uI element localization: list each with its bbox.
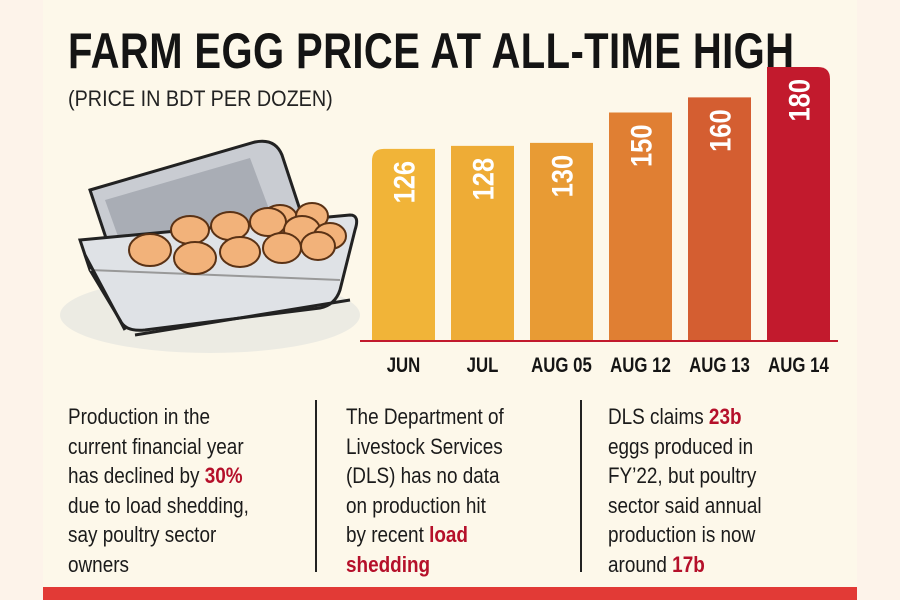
note-text: owners <box>68 551 129 577</box>
bar-value-label: 128 <box>467 158 500 201</box>
note-line: FY’22, but poultry <box>608 461 762 491</box>
note-text: DLS claims <box>608 404 709 429</box>
note-line: around 17b <box>608 550 762 580</box>
note-text: around <box>608 551 673 577</box>
note-text: has declined by <box>68 463 205 488</box>
x-tick-label: AUG 05 <box>531 354 592 377</box>
note-line: current financial year <box>68 432 249 462</box>
note-line: due to load shedding, <box>68 491 249 521</box>
note-line: sector said annual <box>608 491 762 521</box>
bar-aug-12 <box>609 112 672 340</box>
note-text: The Department of <box>346 404 504 429</box>
bar-aug-14 <box>767 67 830 340</box>
highlight-text: load <box>429 522 468 547</box>
note-text: FY’22, but poultry <box>608 463 757 488</box>
note-dls-no-data: The Department of Livestock Services (DLS)… <box>346 402 504 579</box>
note-line: production is now <box>608 520 762 550</box>
note-text: due to load shedding, <box>68 492 249 518</box>
note-line: say poultry sector <box>68 520 249 550</box>
footer-bar <box>43 587 857 600</box>
highlight-text: 17b <box>672 551 705 577</box>
page-subtitle: (PRICE IN BDT PER DOZEN) <box>68 86 333 111</box>
note-line: Production in the <box>68 402 249 432</box>
x-tick-label: JUN <box>387 354 421 377</box>
x-tick-label: JUL <box>467 354 499 377</box>
note-line: by recent load <box>346 520 504 550</box>
note-text: sector said annual <box>608 492 762 518</box>
note-text: (DLS) has no data <box>346 463 500 488</box>
page-title: FARM EGG PRICE AT ALL-TIME HIGH <box>68 23 795 79</box>
note-line: has declined by 30% <box>68 461 249 491</box>
x-tick-label: AUG 12 <box>610 354 671 377</box>
note-dls-claims: DLS claims 23b eggs produced in FY’22, but… <box>608 402 762 579</box>
bar-aug-05 <box>530 142 593 340</box>
note-line: (DLS) has no data <box>346 461 504 491</box>
highlight-text: 23b <box>708 404 742 429</box>
highlight-text: shedding <box>346 551 431 577</box>
column-divider <box>580 400 582 572</box>
highlight-text: 30% <box>204 463 243 488</box>
bar-value-label: 150 <box>625 125 658 168</box>
note-line: Livestock Services <box>346 432 504 462</box>
note-text: Production in the <box>68 404 210 429</box>
note-text: Livestock Services <box>346 433 503 459</box>
bar-jul <box>451 145 514 340</box>
note-text: current financial year <box>68 433 244 459</box>
note-text: by recent <box>346 522 430 547</box>
bar-chart: 126 JUN 128 JUL 130 AUG 05 150 AUG 12 160 AUG 13 1… <box>360 67 838 378</box>
column-divider <box>315 400 317 572</box>
bar-jun <box>372 148 435 340</box>
note-line: DLS claims 23b <box>608 402 762 432</box>
x-tick-label: AUG 14 <box>768 354 829 377</box>
note-line: on production hit <box>346 491 504 521</box>
note-line: owners <box>68 550 249 580</box>
note-production-decline: Production in the current financial year h… <box>68 402 249 579</box>
note-line: eggs produced in <box>608 432 762 462</box>
bar-value-label: 160 <box>704 109 737 152</box>
note-text: say poultry sector <box>68 522 217 547</box>
note-line: The Department of <box>346 402 504 432</box>
note-text: on production hit <box>346 492 486 518</box>
x-tick-label: AUG 13 <box>689 354 750 377</box>
bar-value-label: 130 <box>546 155 579 198</box>
egg-carton-illustration <box>60 139 360 353</box>
bar-value-label: 126 <box>388 161 421 204</box>
note-line: shedding <box>346 550 504 580</box>
note-text: production is now <box>608 522 756 547</box>
bar-aug-13 <box>688 97 751 340</box>
note-text: eggs produced in <box>608 433 754 459</box>
bar-value-label: 180 <box>783 79 816 122</box>
